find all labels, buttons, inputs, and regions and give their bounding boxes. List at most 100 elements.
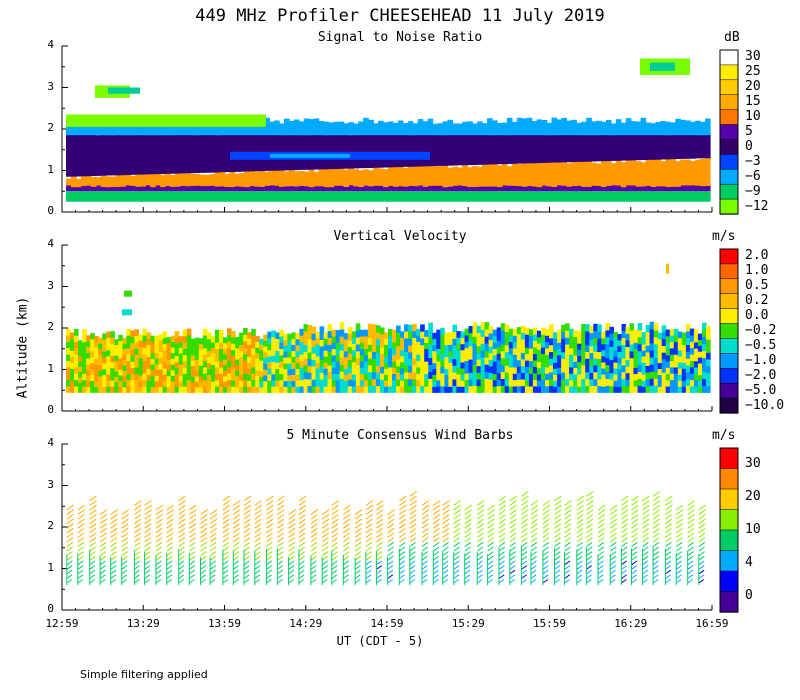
wind-barb bbox=[421, 574, 428, 579]
velocity-cell bbox=[66, 328, 71, 336]
snr-layer-cell bbox=[467, 167, 473, 188]
snr-layer-cell bbox=[615, 159, 622, 186]
wind-barb bbox=[642, 537, 649, 543]
wind-barb bbox=[144, 569, 151, 575]
velocity-cell bbox=[299, 335, 305, 342]
snr-layer-cell bbox=[536, 119, 543, 136]
velocity-cell bbox=[641, 380, 647, 387]
wind-barb bbox=[421, 560, 428, 566]
snr-layer-cell bbox=[442, 121, 449, 136]
velocity-cell bbox=[82, 354, 87, 362]
snr-layer-cell bbox=[591, 133, 597, 162]
wind-barb bbox=[564, 551, 571, 557]
velocity-cell bbox=[589, 339, 594, 347]
wind-barb bbox=[542, 523, 550, 529]
wind-barb bbox=[178, 514, 186, 520]
velocity-cell bbox=[516, 379, 522, 387]
velocity-cell bbox=[138, 363, 143, 370]
wind-barb bbox=[89, 574, 96, 579]
velocity-cell bbox=[82, 329, 87, 336]
velocity-colorbar-swatch bbox=[719, 293, 739, 310]
snr-layer-cell bbox=[690, 161, 696, 186]
wind-barb bbox=[554, 504, 562, 511]
velocity-cell bbox=[162, 374, 168, 381]
velocity-cell bbox=[102, 345, 107, 352]
wind-barb bbox=[144, 500, 152, 506]
wind-barb bbox=[310, 560, 317, 566]
snr-layer-cell bbox=[556, 185, 562, 192]
velocity-cell bbox=[359, 329, 365, 337]
wind-barb bbox=[266, 569, 272, 575]
snr-layer-cell bbox=[447, 134, 453, 166]
wind-barb bbox=[487, 518, 495, 525]
snr-layer-cell bbox=[601, 121, 607, 136]
snr-layer-cell bbox=[378, 191, 384, 202]
velocity-cell bbox=[279, 386, 284, 393]
snr-layer-cell bbox=[462, 191, 468, 202]
velocity-cell bbox=[263, 351, 268, 359]
velocity-cell bbox=[436, 386, 441, 393]
wind-barb bbox=[453, 518, 461, 525]
velocity-cell bbox=[476, 332, 482, 340]
wind-barb bbox=[277, 537, 284, 543]
wind-barb bbox=[642, 551, 649, 557]
velocity-cell bbox=[621, 324, 627, 332]
snr-layer-cell bbox=[229, 191, 236, 202]
wind-barb bbox=[254, 574, 261, 579]
wind-barb bbox=[222, 500, 230, 506]
velocity-cell bbox=[508, 335, 514, 342]
snr-colorbar-label: −9 bbox=[745, 183, 761, 199]
velocity-cell bbox=[625, 359, 631, 367]
wind-barb bbox=[442, 518, 450, 525]
velocity-cell bbox=[673, 366, 679, 374]
wind-barb bbox=[665, 574, 671, 579]
velocity-colorbar-swatch bbox=[719, 263, 739, 280]
wind-barb bbox=[121, 527, 129, 534]
snr-layer-cell bbox=[348, 122, 354, 136]
wind-barb bbox=[487, 560, 494, 566]
wind-barb bbox=[222, 532, 230, 538]
wind-barb bbox=[66, 579, 73, 584]
velocity-cell bbox=[408, 365, 413, 373]
wind-barb bbox=[576, 509, 584, 515]
wind-barb bbox=[631, 504, 639, 511]
wind-barb bbox=[586, 560, 593, 566]
velocity-cell bbox=[190, 370, 196, 377]
velocity-cell bbox=[371, 331, 377, 339]
snr-layer-cell bbox=[184, 131, 191, 174]
velocity-cell bbox=[239, 350, 244, 358]
velocity-cell bbox=[460, 355, 466, 363]
wind-barb bbox=[687, 546, 694, 552]
wind-barb bbox=[343, 579, 349, 584]
wind-barb bbox=[89, 565, 96, 570]
wind-barb bbox=[687, 509, 695, 515]
wind-barb bbox=[66, 546, 73, 552]
velocity-cell bbox=[581, 385, 586, 393]
snr-colorbar-swatch bbox=[719, 154, 739, 170]
snr-layer-cell bbox=[640, 134, 647, 160]
wind-barb bbox=[421, 504, 430, 511]
wind-barb bbox=[476, 555, 484, 561]
velocity-cell bbox=[251, 354, 256, 362]
wind-barb bbox=[642, 565, 649, 570]
snr-layer-cell bbox=[536, 185, 543, 192]
wind-barb bbox=[233, 579, 239, 584]
wind-barb bbox=[586, 574, 592, 579]
wind-barb bbox=[134, 532, 141, 538]
snr-layer-cell bbox=[576, 161, 582, 186]
wind-barb bbox=[365, 509, 373, 515]
velocity-cell bbox=[569, 335, 574, 342]
wind-barb bbox=[110, 551, 117, 557]
snr-layer-cell bbox=[80, 135, 87, 177]
velocity-cell bbox=[194, 381, 200, 388]
velocity-cell bbox=[597, 372, 602, 380]
wind-barb bbox=[298, 518, 306, 525]
velocity-cell bbox=[601, 380, 606, 387]
snr-layer-cell bbox=[120, 133, 127, 176]
wind-barb bbox=[652, 579, 659, 584]
snr-layer-cell bbox=[620, 191, 627, 202]
velocity-cell bbox=[528, 386, 534, 393]
velocity-cell bbox=[480, 343, 486, 351]
wind-barb bbox=[376, 527, 383, 534]
velocity-cell bbox=[621, 358, 627, 366]
